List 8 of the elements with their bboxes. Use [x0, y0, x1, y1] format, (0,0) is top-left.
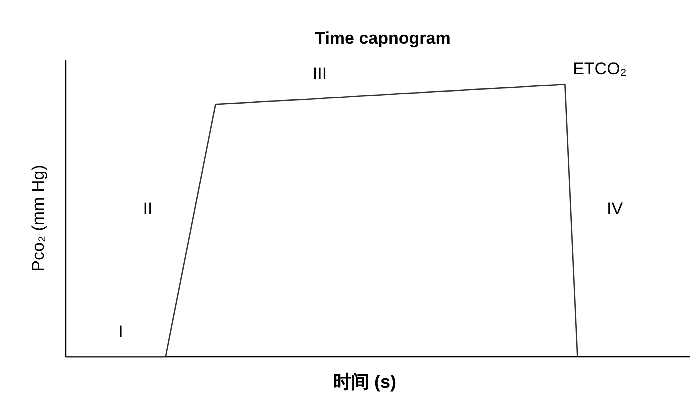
chart-title: Time capnogram	[315, 29, 451, 48]
annotation: I	[118, 322, 124, 342]
text: ETCO₂	[573, 59, 627, 78]
y-axis-title: Pco₂ (mm Hg)	[29, 165, 48, 272]
annotation: IV	[606, 199, 624, 218]
text: III	[312, 64, 328, 84]
x-axis-title: 时间 (s)	[334, 372, 397, 392]
annotation: II	[143, 199, 153, 218]
